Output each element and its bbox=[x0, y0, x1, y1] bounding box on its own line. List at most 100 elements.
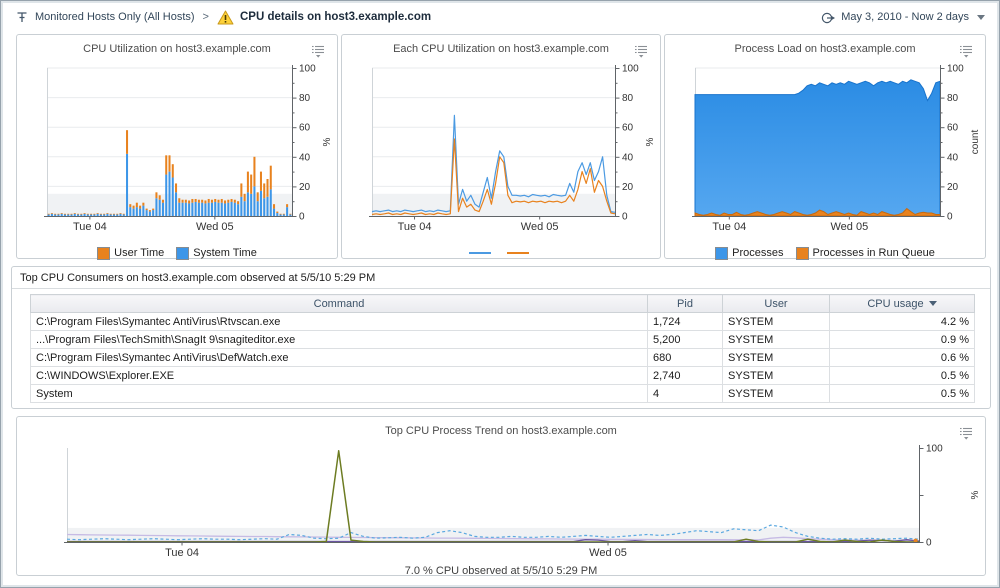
breadcrumb-bar: Monitored Hosts Only (All Hosts) > CPU d… bbox=[1, 1, 999, 33]
svg-text:60: 60 bbox=[622, 123, 634, 134]
cell-user: SYSTEM bbox=[722, 312, 830, 331]
cell-command: C:\Program Files\Symantec AntiVirus\DefW… bbox=[30, 348, 648, 367]
cell-pid: 680 bbox=[647, 348, 723, 367]
column-header-cpu-usage[interactable]: CPU usage bbox=[829, 294, 975, 313]
legend-swatch bbox=[176, 246, 190, 260]
each-cpu-chart[interactable]: 0 20 40 60 80 100 Tue 04 Wed 05% bbox=[342, 60, 660, 243]
table-grid-wrap: Command Pid User CPU usage C:\Program Files\… bbox=[30, 294, 975, 403]
column-header-command[interactable]: Command bbox=[30, 294, 648, 313]
top-cpu-consumers-table: Command Pid User CPU usage C:\Program Files\… bbox=[30, 294, 975, 403]
top-cpu-consumers-panel: Top CPU Consumers on host3.example.com o… bbox=[11, 266, 991, 409]
table-row[interactable]: C:\WINDOWS\Explorer.EXE 2,740 SYSTEM 0.5 % bbox=[30, 366, 975, 385]
svg-text:20: 20 bbox=[299, 182, 311, 193]
cell-user: SYSTEM bbox=[722, 384, 830, 403]
cell-user: SYSTEM bbox=[722, 366, 830, 385]
chart-options-icon[interactable] bbox=[311, 45, 325, 58]
sort-desc-icon bbox=[928, 300, 937, 306]
chart-title: Top CPU Process Trend on host3.example.c… bbox=[385, 425, 617, 437]
table-row[interactable]: ...\Program Files\TechSmith\SnagIt 9\sna… bbox=[30, 330, 975, 349]
svg-text:100: 100 bbox=[299, 64, 316, 75]
process-load-panel: Process Load on host3.example.com 0 20 40 6… bbox=[664, 34, 986, 260]
breadcrumb-separator: > bbox=[202, 11, 209, 23]
cell-command: ...\Program Files\TechSmith\SnagIt 9\sna… bbox=[30, 330, 648, 349]
cell-cpu: 0.5 % bbox=[829, 366, 975, 385]
svg-text:Tue 04: Tue 04 bbox=[398, 221, 432, 233]
table-row[interactable]: System 4 SYSTEM 0.5 % bbox=[30, 384, 975, 403]
drill-up-icon[interactable] bbox=[15, 10, 29, 24]
table-header-row: Command Pid User CPU usage bbox=[30, 294, 975, 313]
svg-text:Tue 04: Tue 04 bbox=[165, 547, 199, 559]
cell-command: System bbox=[30, 384, 648, 403]
chart-title: Process Load on host3.example.com bbox=[734, 43, 916, 55]
legend-item: Processes bbox=[715, 246, 784, 260]
svg-text:%: % bbox=[645, 137, 656, 146]
table-row[interactable]: C:\Program Files\Symantec AntiVirus\Rtvs… bbox=[30, 312, 975, 331]
chart-title: CPU Utilization on host3.example.com bbox=[83, 43, 271, 55]
svg-text:40: 40 bbox=[299, 152, 311, 163]
legend-swatch bbox=[715, 246, 729, 260]
legend-item: System Time bbox=[176, 246, 257, 260]
chart-caption: 7.0 % CPU observed at 5/5/10 5:29 PM bbox=[404, 565, 598, 577]
svg-text:0: 0 bbox=[947, 212, 953, 223]
chart-legend: Processes Processes in Run Queue bbox=[665, 243, 985, 263]
svg-text:100: 100 bbox=[947, 64, 964, 75]
column-header-pid[interactable]: Pid bbox=[647, 294, 723, 313]
legend-item: User Time bbox=[97, 246, 164, 260]
legend-item bbox=[469, 252, 495, 254]
svg-text:count: count bbox=[970, 130, 981, 155]
cell-command: C:\WINDOWS\Explorer.EXE bbox=[30, 366, 648, 385]
chart-options-icon[interactable] bbox=[959, 427, 973, 440]
svg-text:Tue 04: Tue 04 bbox=[712, 221, 746, 233]
chevron-down-icon bbox=[977, 14, 985, 20]
process-trend-panel: Top CPU Process Trend on host3.example.c… bbox=[16, 416, 986, 577]
legend-item bbox=[507, 252, 533, 254]
time-range-selector[interactable]: May 3, 2010 - Now 2 days bbox=[820, 10, 985, 25]
svg-text:%: % bbox=[970, 490, 981, 499]
cell-cpu: 0.6 % bbox=[829, 348, 975, 367]
svg-text:0: 0 bbox=[622, 212, 628, 223]
svg-text:0: 0 bbox=[926, 538, 932, 549]
cpu-utilization-chart[interactable]: 0 20 40 60 80 100 Tue 04 Wed 05% bbox=[17, 60, 337, 243]
svg-text:40: 40 bbox=[947, 152, 959, 163]
chart-options-icon[interactable] bbox=[634, 45, 648, 58]
svg-text:Wed 05: Wed 05 bbox=[830, 221, 868, 233]
column-header-user[interactable]: User bbox=[722, 294, 830, 313]
time-range-label: May 3, 2010 - Now 2 days bbox=[841, 11, 969, 23]
warning-icon bbox=[217, 10, 234, 25]
svg-text:80: 80 bbox=[622, 93, 634, 104]
cell-pid: 2,740 bbox=[647, 366, 723, 385]
legend-swatch bbox=[97, 246, 111, 260]
svg-text:Wed 05: Wed 05 bbox=[589, 547, 627, 559]
svg-text:0: 0 bbox=[299, 212, 305, 223]
chart-title: Each CPU Utilization on host3.example.co… bbox=[393, 43, 609, 55]
cell-cpu: 0.5 % bbox=[829, 384, 975, 403]
cell-command: C:\Program Files\Symantec AntiVirus\Rtvs… bbox=[30, 312, 648, 331]
process-load-chart[interactable]: 0 20 40 60 80 100 Tue 04 Wed 05 count bbox=[665, 60, 985, 243]
breadcrumb-root-link[interactable]: Monitored Hosts Only (All Hosts) bbox=[35, 11, 195, 23]
svg-text:100: 100 bbox=[926, 444, 943, 455]
legend-swatch bbox=[507, 252, 529, 254]
svg-text:20: 20 bbox=[947, 182, 959, 193]
cell-user: SYSTEM bbox=[722, 348, 830, 367]
page-title: CPU details on host3.example.com bbox=[239, 11, 432, 23]
cell-cpu: 4.2 % bbox=[829, 312, 975, 331]
svg-text:60: 60 bbox=[947, 123, 959, 134]
legend-item: Processes in Run Queue bbox=[795, 246, 935, 260]
cell-cpu: 0.9 % bbox=[829, 330, 975, 349]
chart-legend: User Time System Time bbox=[17, 243, 337, 263]
svg-text:20: 20 bbox=[622, 182, 634, 193]
time-range-icon bbox=[820, 10, 836, 25]
svg-text:%: % bbox=[322, 137, 333, 146]
cell-pid: 4 bbox=[647, 384, 723, 403]
svg-text:80: 80 bbox=[299, 93, 311, 104]
process-trend-chart[interactable]: 0 100 Tue 04 Wed 05% bbox=[17, 442, 985, 565]
svg-text:60: 60 bbox=[299, 123, 311, 134]
cell-pid: 5,200 bbox=[647, 330, 723, 349]
cell-user: SYSTEM bbox=[722, 330, 830, 349]
chart-options-icon[interactable] bbox=[959, 45, 973, 58]
cpu-utilization-panel: CPU Utilization on host3.example.com 0 20… bbox=[16, 34, 338, 260]
legend-swatch bbox=[469, 252, 491, 254]
table-row[interactable]: C:\Program Files\Symantec AntiVirus\DefW… bbox=[30, 348, 975, 367]
charts-row: CPU Utilization on host3.example.com 0 20… bbox=[16, 34, 986, 260]
